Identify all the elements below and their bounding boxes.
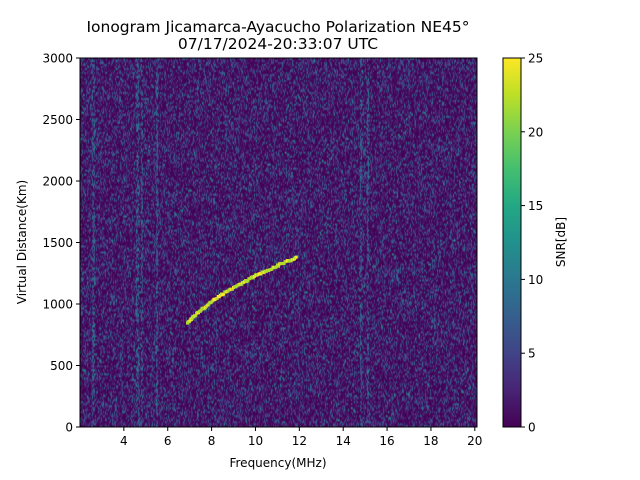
y-axis-ticks: 0 500 1000 1500 2000 2500 3000 (42, 52, 80, 435)
plot-area (79, 57, 478, 428)
trace-point (196, 311, 200, 315)
y-axis-label: Virtual Distance(Km) (15, 180, 29, 304)
trace-point (246, 279, 250, 283)
trace-point (282, 261, 286, 265)
trace-point (251, 276, 255, 280)
y-tick-label: 500 (50, 359, 73, 373)
trace-point (270, 267, 274, 271)
x-tick-label: 10 (248, 434, 263, 448)
x-tick-label: 8 (208, 434, 216, 448)
trace-point (294, 255, 298, 259)
trace-point (274, 265, 278, 269)
trace-point (230, 287, 234, 291)
colorbar: 0 5 10 15 20 25 SNR[dB] (502, 52, 568, 435)
x-tick-label: 18 (423, 434, 438, 448)
trace-point (194, 314, 198, 318)
x-axis-ticks: 4 6 8 10 12 14 16 18 20 (120, 427, 482, 448)
trace-point (199, 308, 203, 312)
colorbar-tick-label: 0 (528, 421, 536, 435)
x-tick-label: 4 (120, 434, 128, 448)
x-tick-label: 6 (164, 434, 172, 448)
chart-title-line2: 07/17/2024-20:33:07 UTC (178, 35, 378, 53)
trace-point (239, 283, 243, 287)
y-tick-label: 3000 (42, 52, 73, 66)
y-tick-label: 1000 (42, 298, 73, 312)
trace-point (259, 272, 263, 276)
trace-point (190, 317, 194, 320)
echo-trace (185, 255, 298, 325)
x-tick-label: 20 (467, 434, 482, 448)
trace-point (277, 264, 280, 268)
x-axis-label: Frequency(MHz) (229, 456, 326, 470)
y-tick-label: 2500 (42, 113, 73, 127)
colorbar-ticks: 0 5 10 15 20 25 (521, 52, 543, 435)
y-tick-label: 0 (65, 421, 73, 435)
x-tick-label: 14 (336, 434, 351, 448)
chart-title-line1: Ionogram Jicamarca-Ayacucho Polarization… (86, 18, 469, 36)
colorbar-tick-label: 20 (528, 125, 543, 139)
trace-point (217, 295, 221, 299)
y-tick-label: 1500 (42, 236, 73, 250)
trace-point (222, 292, 226, 296)
trace-point (211, 299, 215, 303)
x-tick-label: 12 (292, 434, 307, 448)
colorbar-tick-label: 10 (528, 273, 543, 287)
colorbar-gradient (502, 57, 522, 428)
heatmap-image (80, 58, 477, 427)
colorbar-label: SNR[dB] (554, 217, 568, 267)
colorbar-tick-label: 25 (528, 52, 543, 66)
colorbar-tick-label: 5 (528, 347, 536, 361)
trace-point (215, 296, 219, 300)
y-tick-label: 2000 (42, 175, 73, 189)
colorbar-tick-label: 15 (528, 199, 543, 213)
x-tick-label: 16 (379, 434, 394, 448)
trace-point (252, 274, 256, 278)
